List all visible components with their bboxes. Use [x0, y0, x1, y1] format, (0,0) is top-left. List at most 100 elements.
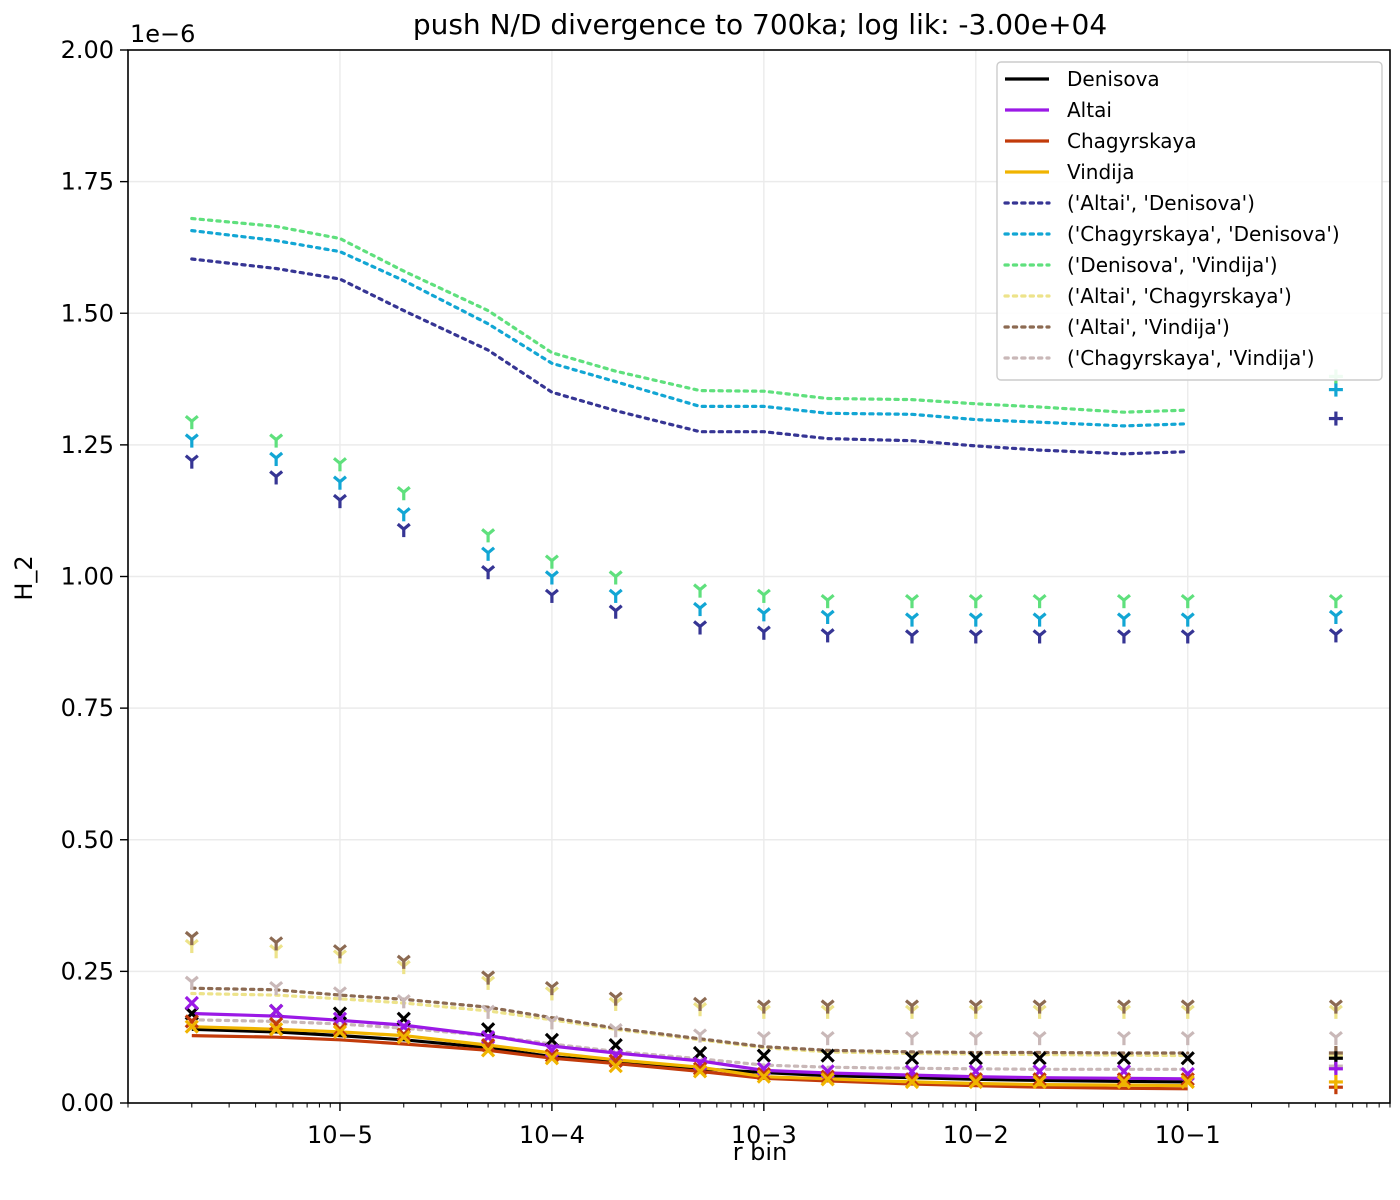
tri-arm [275, 451, 284, 460]
tri-arm [1186, 999, 1195, 1007]
x-stroke [1032, 1074, 1047, 1090]
observed-marker [269, 1022, 284, 1037]
observed-marker [396, 1027, 411, 1042]
tri-arm [693, 601, 702, 610]
observed-marker [968, 1030, 983, 1046]
x-stroke [968, 1072, 983, 1087]
observed-marker [184, 433, 199, 448]
observed-marker [544, 554, 559, 569]
observed-marker [820, 609, 835, 624]
x-stroke [608, 1059, 623, 1074]
x-stroke [480, 1043, 496, 1058]
observed-marker [968, 612, 983, 627]
observed-marker [968, 593, 983, 609]
tri-arm [1186, 629, 1195, 637]
observed-marker [269, 980, 284, 996]
observed-marker [269, 433, 284, 448]
observed-marker [756, 607, 771, 622]
observed-marker [1180, 1051, 1195, 1066]
observed-marker [1116, 1051, 1132, 1066]
tri-arm [269, 980, 278, 989]
legend-box [996, 61, 1383, 381]
tri-arm [826, 628, 835, 636]
tri-arm [1180, 593, 1189, 602]
y-tick-label: 1.50 [61, 299, 114, 327]
tri-arm [487, 1004, 496, 1013]
tri-arm [826, 609, 835, 618]
x-stroke [692, 1045, 708, 1061]
legend-label: ('Altai', 'Vindija') [1067, 315, 1230, 339]
legend-label: ('Altai', 'Chagyrskaya') [1067, 284, 1292, 308]
x-stroke [608, 1048, 623, 1063]
observed-marker [904, 612, 920, 627]
observed-marker [332, 457, 347, 472]
observed-marker [1032, 1051, 1047, 1066]
observed-marker [756, 625, 771, 640]
observed-marker [1032, 1072, 1047, 1087]
observed-marker [1180, 999, 1195, 1014]
tri-arm [1186, 593, 1195, 602]
legend-label: ('Chagyrskaya', 'Vindija') [1067, 346, 1315, 370]
tri-arm [1334, 609, 1343, 618]
tri-arm [1032, 612, 1041, 620]
tri-arm [904, 612, 914, 620]
observed-marker [269, 470, 284, 485]
tri-arm [968, 999, 977, 1007]
tri-arm [275, 936, 284, 944]
observed-marker [269, 451, 284, 467]
x-stroke [396, 1027, 411, 1042]
x-stroke [544, 1032, 560, 1047]
tri-arm [1334, 628, 1343, 636]
observed-marker [820, 999, 835, 1014]
observed-marker [820, 1069, 835, 1084]
observed-marker [692, 1064, 708, 1079]
tri-arm [904, 1030, 914, 1039]
observed-marker [332, 493, 347, 509]
series-line-10 [190, 1018, 1190, 1071]
observed-marker [820, 1072, 835, 1087]
observed-marker [269, 1003, 284, 1018]
observed-marker [904, 999, 920, 1014]
tri-arm [396, 954, 405, 963]
tri-arm [693, 620, 702, 628]
tri-arm [1328, 1030, 1337, 1039]
tri-arm [481, 565, 490, 573]
tri-arm [487, 528, 496, 536]
observed-marker [269, 936, 284, 951]
x-stroke [904, 1051, 920, 1066]
observed-marker [184, 1014, 199, 1029]
observed-marker [608, 1053, 623, 1069]
tri-arm [396, 994, 405, 1002]
observed-marker [1180, 593, 1195, 609]
legend: Denisova Altai Chagyrskaya Vindija ('Altai',… [996, 61, 1383, 381]
observed-marker [332, 944, 347, 959]
tri-arm [1038, 612, 1047, 620]
tri-arm [487, 565, 496, 573]
tri-arm [1180, 1030, 1189, 1039]
tri-arm [1122, 593, 1131, 602]
tri-arm [396, 522, 405, 531]
tri-arm [1038, 1030, 1047, 1039]
x-stroke [968, 1074, 983, 1090]
observed-marker [332, 475, 347, 490]
observed-marker [396, 507, 411, 522]
observed-marker [332, 1011, 348, 1026]
x-stroke [544, 1048, 560, 1063]
tri-arm [826, 593, 835, 602]
tri-arm [699, 601, 708, 610]
x-stroke [692, 1061, 708, 1076]
observed-marker [332, 1024, 348, 1040]
observed-marker [608, 604, 623, 619]
y-tick-label: 0.75 [61, 694, 114, 722]
observed-marker [756, 1048, 771, 1063]
tri-arm [974, 612, 983, 620]
tri-arm [910, 612, 920, 620]
tri-arm [1186, 1030, 1195, 1039]
tri-arm [1032, 593, 1041, 602]
x-stroke [756, 1069, 771, 1084]
x-tick-label: 10−1 [1155, 1121, 1221, 1149]
observed-marker [1180, 629, 1195, 644]
tri-arm [608, 570, 617, 578]
observed-marker [693, 601, 708, 617]
observed-marker [184, 414, 199, 430]
